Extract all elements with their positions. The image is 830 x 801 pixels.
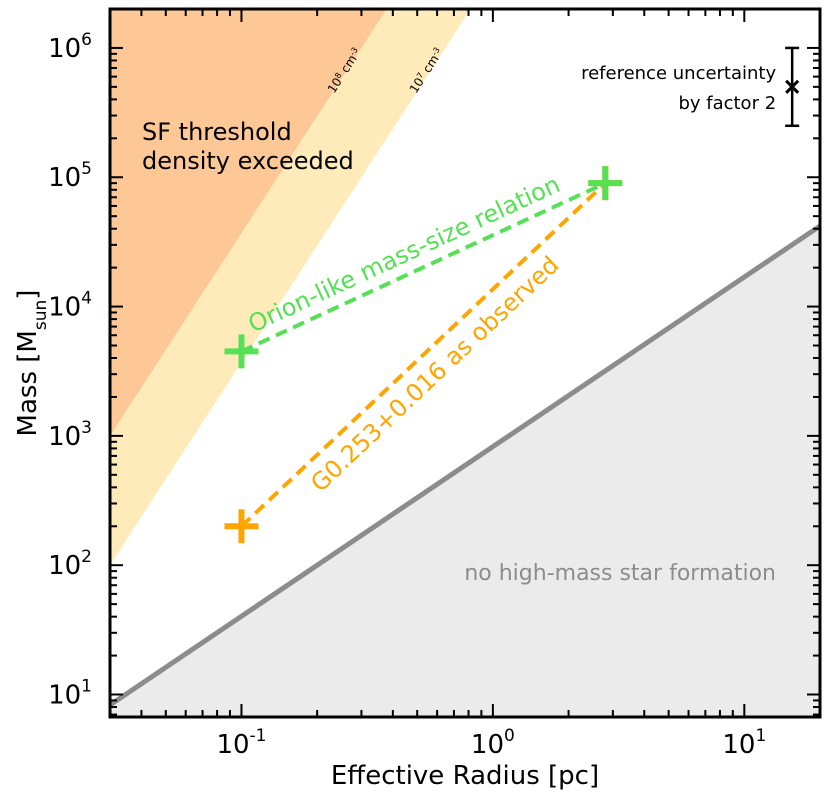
y-axis-ticks: 101 102 103 104 105 106	[48, 8, 820, 716]
data-point-orion-1	[588, 166, 623, 201]
x-axis-ticks: 10-1 100 101	[109, 9, 821, 760]
plot-frame	[108, 7, 822, 719]
y-tick-label: 102	[48, 547, 92, 581]
reference-uncertainty-label-line1: reference uncertainty	[581, 63, 776, 84]
series-orion-points	[224, 166, 623, 369]
y-tick-label: 101	[48, 677, 92, 711]
sf-threshold-text-line2: density exceeded	[142, 147, 354, 175]
y-axis-title: Mass [Msun]	[13, 290, 51, 437]
x-tick-label: 10-1	[216, 726, 266, 760]
reference-errorbar	[785, 46, 800, 128]
y-tick-label: 105	[48, 159, 92, 193]
y-tick-label: 104	[48, 289, 92, 323]
no-formation-label: no high-mass star formation	[464, 561, 776, 586]
data-point-g0253-0	[224, 509, 259, 544]
x-tick-label: 101	[722, 726, 766, 760]
x-axis-title: Effective Radius [pc]	[331, 761, 599, 791]
data-point-orion-0	[224, 334, 259, 369]
y-tick-label: 103	[48, 418, 92, 452]
sf-threshold-text-line1: SF threshold	[142, 118, 292, 146]
threshold-line	[110, 222, 820, 708]
density-band-1e8	[110, 9, 387, 436]
series-orion-line	[240, 181, 607, 354]
series-g0253-line	[240, 181, 607, 528]
reference-uncertainty-label-line2: by factor 2	[678, 93, 776, 114]
plot-area: 108 cm-3 107 cm-3 SF threshold density e…	[110, 9, 820, 717]
y-tick-label: 106	[48, 30, 92, 64]
x-tick-label: 100	[471, 726, 515, 760]
